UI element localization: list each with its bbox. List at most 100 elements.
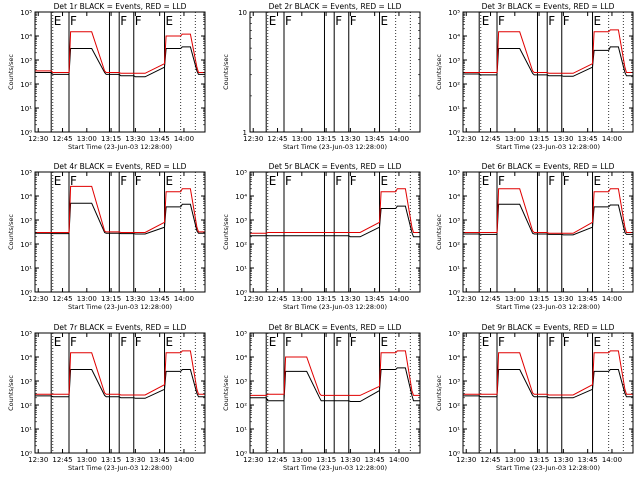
x-tick-label: 14:00 [602, 135, 622, 143]
y-tick-label: 10⁴ [20, 193, 32, 201]
plot-frame [462, 171, 634, 293]
y-tick-label: 10⁵ [235, 169, 247, 177]
flag-label-f: F [350, 335, 357, 349]
flag-label-f: F [285, 14, 292, 28]
y-tick-label: 10¹ [20, 105, 32, 113]
y-tick-label: 10⁵ [235, 330, 247, 338]
flag-label-f: F [285, 335, 292, 349]
x-tick-label: 13:45 [365, 135, 385, 143]
x-tick-label: 13:45 [578, 456, 598, 464]
y-axis-label: Counts/sec [435, 375, 443, 411]
flag-label-e: E [482, 174, 490, 188]
x-tick-label: 12:30 [243, 456, 263, 464]
y-tick-label: 10⁰ [20, 450, 32, 458]
x-axis-label: Start Time (23-Jun-03 12:28:00) [496, 464, 600, 472]
x-tick-label: 12:45 [480, 135, 500, 143]
x-tick-label: 12:30 [243, 295, 263, 303]
y-axis-label: Counts/sec [7, 375, 15, 411]
flag-label-e: E [482, 14, 490, 28]
flag-label-f: F [120, 174, 127, 188]
x-axis-label: Start Time (23-Jun-03 12:28:00) [283, 464, 387, 472]
flag-label-e: E [54, 335, 62, 349]
y-tick-label: 10² [20, 402, 32, 410]
flag-label-e: E [166, 14, 174, 28]
flag-label-f: F [563, 335, 570, 349]
x-tick-label: 13:30 [125, 456, 145, 464]
x-tick-label: 13:45 [150, 135, 170, 143]
x-tick-label: 13:45 [578, 295, 598, 303]
x-tick-label: 12:45 [52, 456, 72, 464]
y-tick-label: 10⁴ [235, 193, 247, 201]
x-axis-label: Start Time (23-Jun-03 12:28:00) [283, 303, 387, 311]
flag-label-f: F [135, 14, 142, 28]
x-tick-label: 13:15 [316, 295, 336, 303]
flag-label-e: E [381, 14, 389, 28]
x-axis-label: Start Time (23-Jun-03 12:28:00) [496, 143, 600, 151]
x-tick-label: 12:30 [28, 456, 48, 464]
y-tick-label: 10¹ [235, 426, 247, 434]
y-tick-label: 10² [20, 81, 32, 89]
plot-frame [34, 11, 206, 133]
y-tick-label: 10² [448, 402, 460, 410]
y-tick-label: 10² [235, 241, 247, 249]
panel-title: Det 8r BLACK = Events, RED = LLD [269, 323, 402, 332]
x-tick-label: 13:00 [77, 135, 97, 143]
y-tick-label: 10⁰ [20, 289, 32, 297]
x-tick-label: 12:45 [267, 295, 287, 303]
y-tick-label: 10⁵ [20, 9, 32, 17]
panel-title: Det 6r BLACK = Events, RED = LLD [482, 162, 615, 171]
plot-frame [249, 171, 421, 293]
flag-label-f: F [498, 14, 505, 28]
y-tick-label: 10² [20, 241, 32, 249]
x-tick-label: 14:00 [174, 456, 194, 464]
y-tick-label: 10³ [20, 217, 32, 225]
y-axis-label: Counts/sec [222, 214, 230, 250]
x-tick-label: 13:00 [505, 295, 525, 303]
y-tick-label: 10⁴ [448, 193, 460, 201]
y-tick-label: 10³ [20, 57, 32, 65]
plot-frame [249, 332, 421, 454]
y-tick-label: 10¹ [448, 265, 460, 273]
flag-label-f: F [120, 14, 127, 28]
x-tick-label: 13:15 [529, 456, 549, 464]
panel-title: Det 1r BLACK = Events, RED = LLD [54, 2, 187, 11]
y-tick-label: 10³ [235, 378, 247, 386]
x-tick-label: 13:45 [150, 295, 170, 303]
flag-label-e: E [594, 335, 602, 349]
x-tick-label: 12:30 [28, 295, 48, 303]
plot-frame [34, 171, 206, 293]
x-axis-label: Start Time (23-Jun-03 12:28:00) [68, 464, 172, 472]
x-tick-label: 14:00 [602, 295, 622, 303]
flag-label-e: E [54, 14, 62, 28]
series-line-lld [463, 350, 633, 396]
x-tick-label: 12:30 [243, 135, 263, 143]
y-tick-label: 10⁰ [235, 450, 247, 458]
y-tick-label: 10⁵ [20, 330, 32, 338]
panel-title: Det 7r BLACK = Events, RED = LLD [54, 323, 187, 332]
x-tick-label: 13:30 [340, 456, 360, 464]
flag-label-f: F [335, 14, 342, 28]
x-tick-label: 13:30 [125, 295, 145, 303]
flag-label-f: F [498, 174, 505, 188]
x-tick-label: 13:45 [578, 135, 598, 143]
y-tick-label: 10² [235, 402, 247, 410]
series-line-events [463, 203, 633, 236]
x-tick-label: 12:45 [480, 456, 500, 464]
x-tick-label: 13:00 [292, 135, 312, 143]
x-tick-label: 13:00 [292, 456, 312, 464]
x-axis-label: Start Time (23-Jun-03 12:28:00) [68, 303, 172, 311]
flag-label-f: F [498, 335, 505, 349]
x-tick-label: 13:30 [553, 456, 573, 464]
y-tick-label: 10³ [448, 217, 460, 225]
x-tick-label: 13:15 [101, 456, 121, 464]
x-tick-label: 13:00 [77, 295, 97, 303]
x-tick-label: 12:45 [267, 135, 287, 143]
y-tick-label: 10⁵ [448, 169, 460, 177]
y-tick-label: 10⁴ [448, 33, 460, 41]
flag-label-e: E [594, 14, 602, 28]
x-tick-label: 13:15 [101, 295, 121, 303]
